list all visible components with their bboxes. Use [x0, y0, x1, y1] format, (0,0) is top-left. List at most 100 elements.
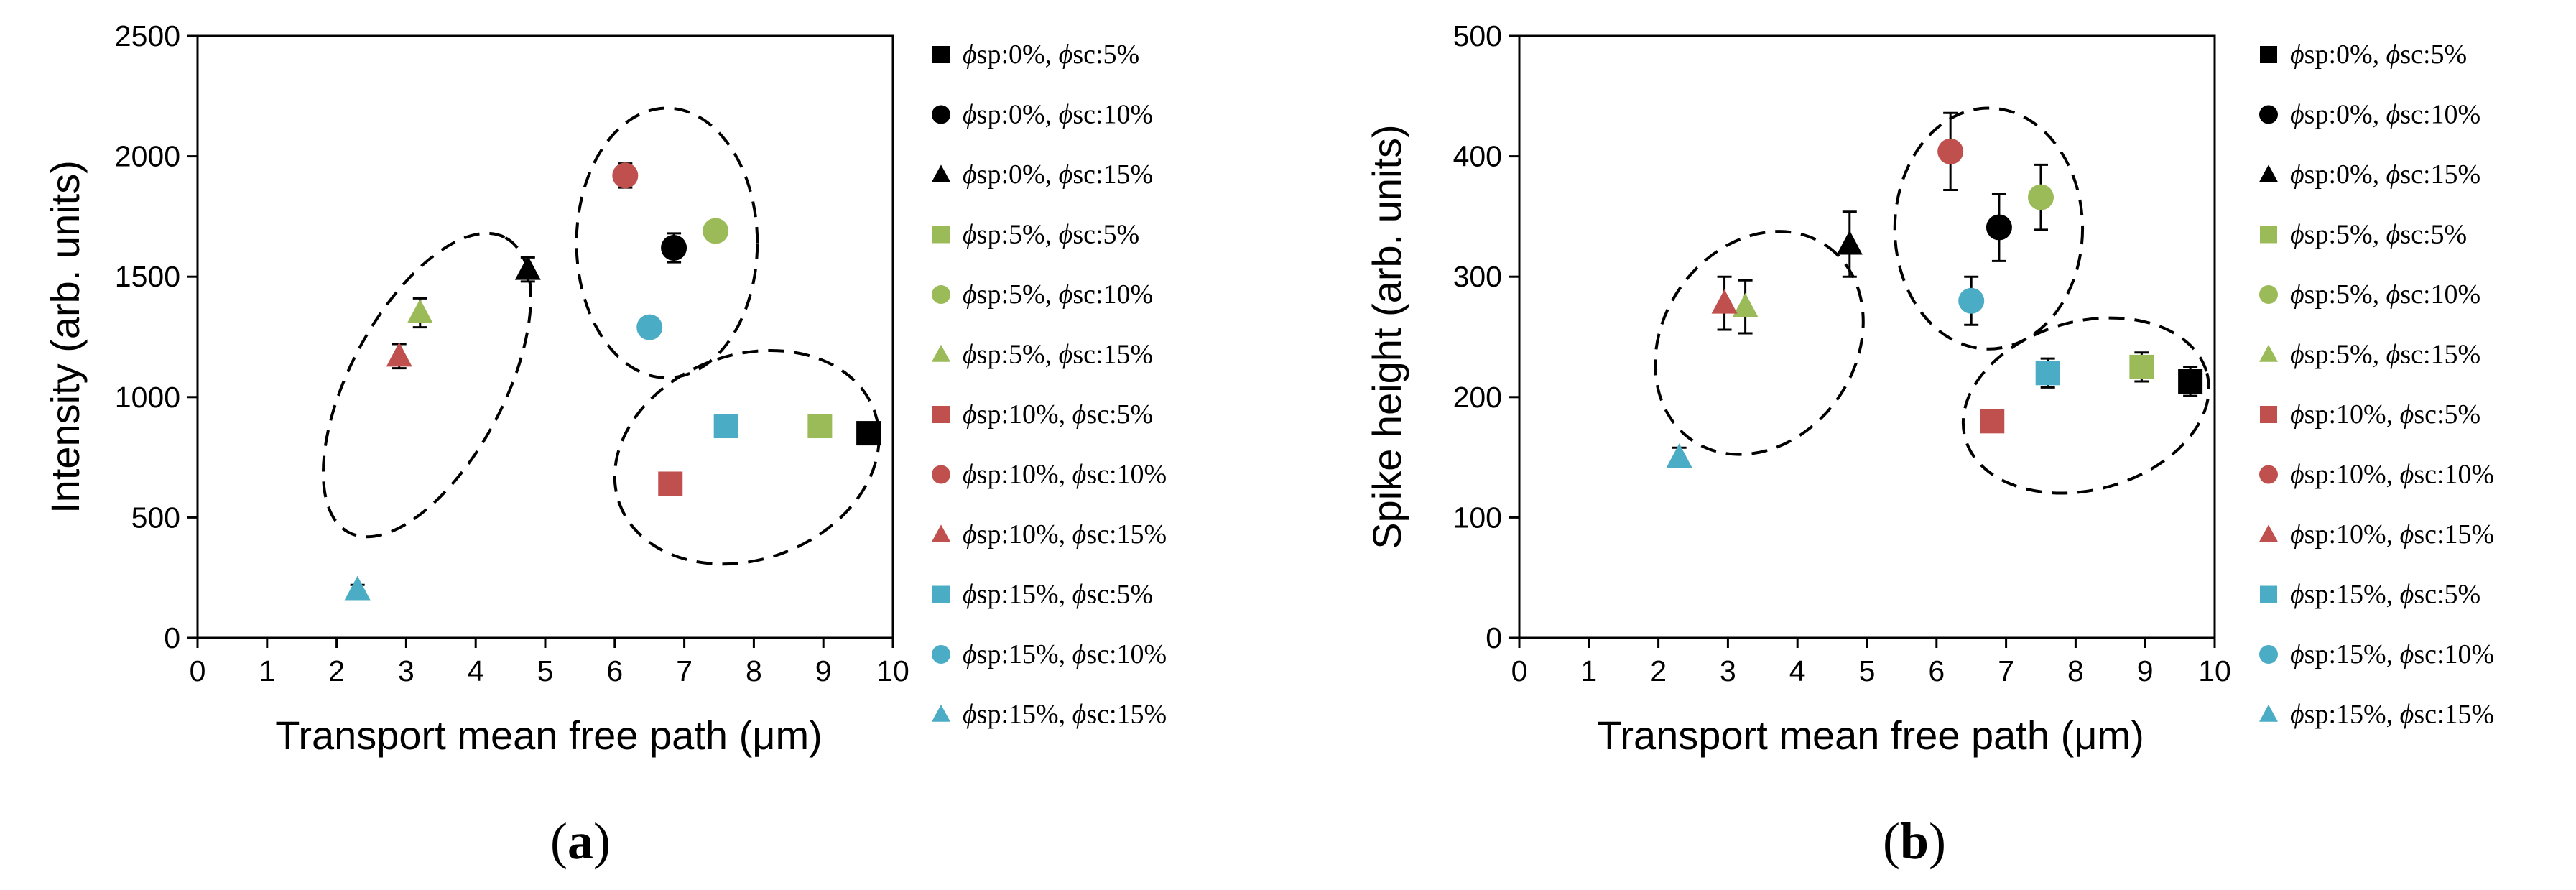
legend-marker	[932, 406, 950, 423]
cluster-ellipse	[1893, 106, 2085, 351]
data-point	[2035, 357, 2060, 389]
legend-label: ϕsp:5%, ϕsc:15%	[963, 340, 1153, 370]
data-point	[703, 218, 729, 244]
legend-marker	[932, 105, 950, 124]
data-marker	[703, 218, 729, 244]
legend-label: ϕsp:10%, ϕsc:5%	[963, 399, 1153, 430]
legend-label: ϕsp:10%, ϕsc:15%	[2290, 519, 2494, 550]
legend: ϕsp:0%, ϕsc:5% ϕsp:0%, ϕsc:10% ϕsp:0%, ϕsc…	[932, 40, 1167, 730]
data-marker	[1986, 214, 2012, 241]
x-tick-label: 1	[1580, 654, 1597, 687]
data-point	[1732, 279, 1759, 335]
x-tick-label: 7	[676, 654, 692, 687]
y-tick-label: 500	[131, 501, 180, 534]
data-marker	[2035, 361, 2060, 386]
legend-marker	[2259, 105, 2278, 124]
x-tick-label: 10	[2198, 654, 2231, 687]
data-point	[713, 414, 738, 439]
data-marker	[2178, 369, 2203, 394]
cluster-ellipse	[1961, 316, 2210, 495]
legend-marker	[932, 285, 950, 304]
y-tick-label: 100	[1453, 501, 1502, 534]
legend-label: ϕsp:0%, ϕsc:10%	[2290, 100, 2480, 130]
legend: ϕsp:0%, ϕsc:5% ϕsp:0%, ϕsc:10% ϕsp:0%, ϕsc…	[2259, 40, 2494, 730]
legend-marker	[932, 465, 950, 484]
data-marker	[407, 299, 433, 324]
legend-item: ϕsp:5%, ϕsc:5%	[932, 220, 1139, 250]
y-tick-label: 1500	[115, 260, 180, 293]
x-tick-label: 0	[190, 654, 206, 687]
x-axis-title: Transport mean free path (μm)	[275, 713, 823, 758]
x-tick-label: 9	[815, 654, 832, 687]
data-point	[1836, 210, 1863, 278]
x-tick-label: 2	[1650, 654, 1667, 687]
panel-a: 0 1 2 3 4 5 6 7 8 9 10 0 500 1000 1500 2000 2500 Transpor…	[42, 19, 1167, 870]
legend-label: ϕsp:0%, ϕsc:5%	[963, 40, 1139, 70]
data-point	[344, 575, 371, 601]
legend-item: ϕsp:10%, ϕsc:10%	[2259, 460, 2494, 490]
panel-caption: (a)	[550, 812, 611, 870]
data-marker	[713, 414, 738, 439]
x-axis-title: Transport mean free path (μm)	[1597, 713, 2144, 758]
legend-marker	[2259, 645, 2278, 664]
cluster-ellipse	[321, 231, 532, 539]
data-point	[807, 414, 833, 439]
x-tick-label: 6	[606, 654, 623, 687]
data-marker	[1711, 289, 1738, 314]
legend-item: ϕsp:10%, ϕsc:15%	[2259, 519, 2494, 550]
data-point	[636, 314, 663, 340]
legend-marker	[2260, 46, 2277, 63]
data-point	[612, 162, 639, 189]
data-point	[1711, 275, 1738, 331]
legend-marker	[932, 226, 950, 244]
y-tick-label: 300	[1453, 260, 1502, 293]
data-marker	[1937, 138, 1964, 164]
legend-item: ϕsp:5%, ϕsc:15%	[932, 340, 1153, 370]
data-marker	[514, 255, 541, 280]
y-tick-label: 0	[164, 621, 180, 654]
legend-item: ϕsp:0%, ϕsc:5%	[932, 40, 1139, 70]
legend-label: ϕsp:10%, ϕsc:5%	[2290, 399, 2480, 430]
data-marker	[2028, 184, 2054, 210]
panel-caption: (b)	[1883, 812, 1946, 870]
cluster-ellipse	[1654, 230, 1865, 456]
x-tick-label: 6	[1928, 654, 1945, 687]
legend-item: ϕsp:5%, ϕsc:5%	[2260, 220, 2467, 250]
legend-marker	[2259, 285, 2278, 304]
legend-item: ϕsp:15%, ϕsc:10%	[932, 639, 1167, 669]
legend-item: ϕsp:10%, ϕsc:10%	[932, 460, 1167, 490]
plot-area	[1518, 34, 2216, 639]
legend-marker	[932, 524, 950, 542]
legend-item: ϕsp:0%, ϕsc:15%	[2259, 159, 2480, 190]
x-tick-label: 10	[876, 654, 909, 687]
data-marker	[807, 414, 833, 439]
legend-label: ϕsp:15%, ϕsc:15%	[963, 700, 1167, 730]
data-point	[661, 232, 687, 264]
data-point	[856, 421, 881, 446]
legend-marker	[932, 645, 950, 664]
legend-label: ϕsp:5%, ϕsc:5%	[2290, 220, 2467, 250]
x-tick-label: 8	[2067, 654, 2084, 687]
legend-item: ϕsp:0%, ϕsc:10%	[2259, 100, 2480, 130]
legend-marker	[2259, 704, 2278, 722]
cluster-ellipse	[613, 348, 881, 566]
legend-marker	[2260, 585, 2277, 603]
x-tick-label: 0	[1511, 654, 1528, 687]
data-point	[386, 342, 412, 370]
y-axis-title: Intensity (arb. units)	[42, 160, 88, 514]
legend-item: ϕsp:0%, ϕsc:5%	[2260, 40, 2467, 70]
legend-label: ϕsp:15%, ϕsc:5%	[963, 580, 1153, 610]
legend-item: ϕsp:10%, ϕsc:5%	[2260, 399, 2480, 430]
data-point	[1666, 443, 1692, 468]
x-tick-label: 5	[537, 654, 554, 687]
data-marker	[1732, 292, 1759, 317]
data-marker	[1980, 409, 2005, 434]
legend-item: ϕsp:5%, ϕsc:10%	[2259, 279, 2480, 310]
y-tick-label: 500	[1453, 19, 1502, 52]
data-point	[407, 297, 433, 329]
data-marker	[1958, 287, 1985, 314]
legend-marker	[2259, 465, 2278, 484]
legend-marker	[932, 164, 950, 182]
y-tick-label: 0	[1486, 621, 1502, 654]
